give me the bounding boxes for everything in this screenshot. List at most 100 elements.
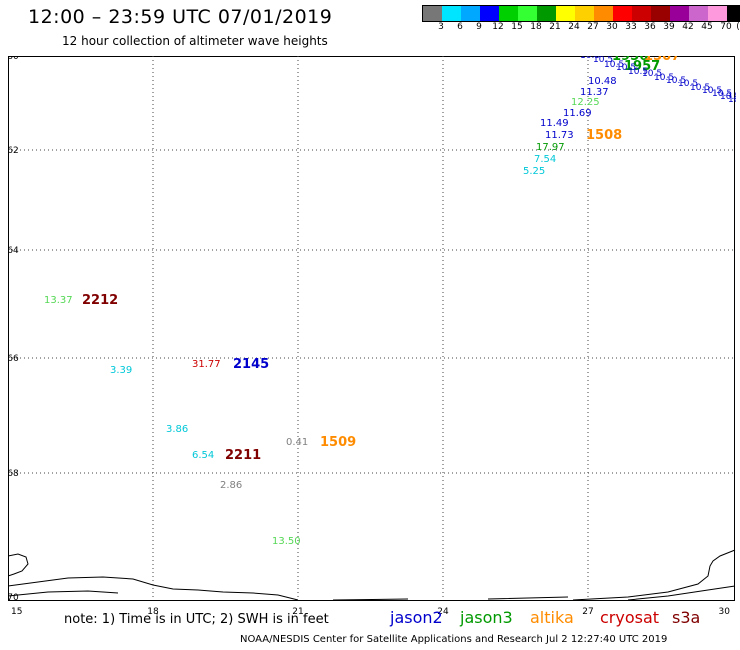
latitude-label: -70 [8, 593, 19, 603]
scale-label: 30 [606, 22, 618, 32]
track-point-label: 10.5 [654, 73, 674, 83]
longitude-label: 18 [147, 607, 159, 617]
track-point-label: 10.5 [604, 60, 624, 70]
scale-label: 36 [644, 22, 656, 32]
scale-label: 9 [476, 22, 482, 32]
scale-label: 70 [720, 22, 732, 32]
wave-height-label: 11.69 [563, 108, 592, 119]
wave-height-label: 12.25 [571, 97, 600, 108]
wave-height-label: 5.25 [523, 166, 545, 177]
scale-label: 27 [587, 22, 599, 32]
altimeter-observations: 13.37 2212 3.39 31.77 2145 3.86 0.41 1509 6.54 22… [44, 56, 736, 547]
scale-swatch-3 [480, 6, 499, 21]
wave-height-label: 3.86 [166, 424, 188, 435]
track-point-label: 10.5 [690, 83, 710, 93]
legend-item-altika: altika [530, 608, 574, 627]
map-subtitle: 12 hour collection of altimeter wave hei… [62, 34, 328, 48]
track-point-label: 10.5 [702, 86, 722, 96]
track-point-label: 10.5 [712, 89, 732, 99]
track-point-label: 10.5 [678, 79, 698, 89]
wave-height-label: 11.37 [580, 87, 609, 98]
latitude-label: -68 [8, 469, 19, 479]
scale-swatch-8 [575, 6, 594, 21]
scale-label: 45 [701, 22, 713, 32]
scale-swatch-10 [613, 6, 632, 21]
scale-swatch-13 [670, 6, 689, 21]
legend-item-s3a: s3a [672, 608, 701, 627]
wave-height-label: 2211 [225, 448, 261, 463]
track-point-label: 10.5 [628, 67, 648, 77]
map-frame [8, 56, 735, 601]
scale-swatch-16 [727, 6, 740, 21]
map-title: 12:00 – 23:59 UTC 07/01/2019 [28, 6, 333, 28]
scale-label: 6 [457, 22, 463, 32]
wave-height-label: 11.49 [540, 118, 569, 129]
scale-label: 33 [625, 22, 637, 32]
track-point-label: 10.5 [616, 63, 636, 73]
scale-label: 21 [549, 22, 561, 32]
scale-swatch-4 [499, 6, 518, 21]
track-point-label: 10.5 [580, 56, 600, 61]
wave-height-label: 2145 [233, 357, 269, 372]
scale-swatch-5 [518, 6, 537, 21]
track-point-label: 10.5 [728, 95, 736, 105]
wave-height-label: 10.48 [588, 76, 617, 87]
track-point-label: 10.5 [593, 56, 613, 65]
legend-item-jason3: jason3 [460, 608, 513, 627]
credit-line: NOAA/NESDIS Center for Satellite Applica… [240, 634, 668, 645]
scale-label: 39 [663, 22, 675, 32]
latitude-label: -66 [8, 354, 19, 364]
scale-swatch-14 [689, 6, 708, 21]
scale-swatch-2 [461, 6, 480, 21]
track-point-label: 10.5 [642, 69, 662, 79]
wave-height-color-scale [422, 5, 740, 22]
lat-lon-grid [8, 56, 734, 600]
scale-label: 24 [568, 22, 580, 32]
wave-height-label: 2.86 [220, 480, 242, 491]
wave-height-label: 6.54 [192, 450, 214, 461]
antarctic-coastline [8, 549, 736, 601]
scale-label: 42 [682, 22, 694, 32]
scale-swatch-6 [537, 6, 556, 21]
wave-height-label: 2212 [82, 293, 118, 308]
scale-swatch-1 [442, 6, 461, 21]
scale-swatch-15 [708, 6, 727, 21]
wave-height-label: 11.73 [545, 130, 574, 141]
track-point-label: 10.5 [720, 92, 736, 102]
scale-label: 15 [511, 22, 523, 32]
footnote: note: 1) Time is in UTC; 2) SWH is in fe… [64, 612, 329, 627]
wave-height-label: 31.77 [192, 359, 221, 370]
wave-height-label: 1957 [624, 59, 660, 74]
coastline-segment [8, 585, 736, 601]
scale-label: 12 [492, 22, 504, 32]
wave-height-label: 1507 [644, 56, 680, 64]
axis-labels: 15 18 21 24 27 30 -60 -62 -64 -66 -68 -70 [8, 56, 730, 617]
scale-swatch-12 [651, 6, 670, 21]
wave-height-map: 13.37 2212 3.39 31.77 2145 3.86 0.41 1509 6.54 22… [8, 56, 736, 617]
scale-swatch-0 [423, 6, 442, 21]
wave-height-label: 13.37 [44, 295, 73, 306]
longitude-label: 24 [437, 607, 449, 617]
longitude-label: 21 [292, 607, 303, 617]
wave-height-label: 1956 [612, 56, 648, 64]
wave-height-label: 1508 [586, 128, 622, 143]
legend-item-cryosat: cryosat [600, 608, 660, 627]
scale-label: 18 [530, 22, 542, 32]
latitude-label: -64 [8, 246, 19, 256]
longitude-label: 27 [582, 607, 593, 617]
scale-swatch-9 [594, 6, 613, 21]
track-point-label: 10.5 [666, 76, 686, 86]
scale-swatch-7 [556, 6, 575, 21]
scale-label: (ft) [736, 22, 740, 32]
wave-height-label: 1509 [320, 435, 356, 450]
legend-item-jason2: jason2 [390, 608, 443, 627]
wave-height-label: 13.50 [272, 536, 301, 547]
latitude-label: -60 [8, 56, 19, 62]
wave-height-label: 3.39 [110, 365, 132, 376]
wave-height-label: 7.54 [534, 154, 556, 165]
scale-swatch-11 [632, 6, 651, 21]
wave-height-label: 0.41 [286, 437, 308, 448]
longitude-label: 30 [719, 607, 731, 617]
longitude-label: 15 [11, 607, 22, 617]
latitude-label: -62 [8, 146, 19, 156]
